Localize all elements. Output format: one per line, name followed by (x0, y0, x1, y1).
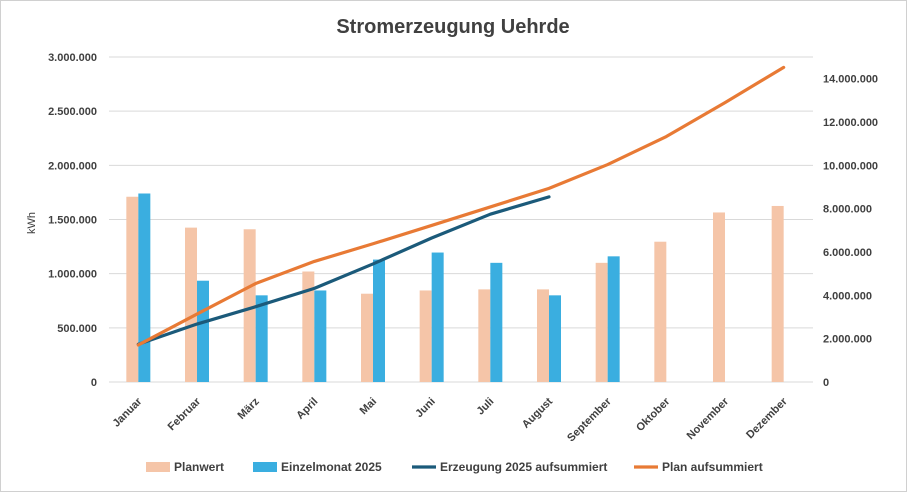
legend-swatch-einzelmonat-2025 (253, 462, 277, 472)
y-tick-label: 0 (91, 377, 97, 389)
bar-planwert (537, 289, 549, 382)
x-axis-ticks: Januar Februar März April Mai Juni Juli August S… (110, 395, 790, 444)
y-tick-label: 3.000.000 (48, 52, 97, 64)
bar-einzelmonat-2025 (138, 193, 151, 382)
bars (126, 193, 784, 382)
x-tick-label: Dezember (744, 395, 790, 441)
y2-tick-label: 12.000.000 (823, 117, 878, 129)
bar-einzelmonat-2025 (255, 295, 268, 382)
y-axis-label: kWh (26, 212, 38, 234)
x-tick-label: August (520, 395, 556, 431)
x-tick-label: November (685, 395, 732, 442)
bar-einzelmonat-2025 (373, 259, 385, 382)
bar-planwert (713, 212, 725, 382)
y-tick-label: 1.000.000 (48, 269, 97, 281)
bar-planwert (361, 293, 373, 382)
y2-tick-label: 0 (823, 377, 829, 389)
y-axis-ticks: 0 500.000 1.000.000 1.500.000 2.000.000 2.500… (48, 52, 97, 389)
bar-planwert (478, 289, 491, 382)
y2-tick-label: 14.000.000 (823, 74, 878, 86)
legend-label-planwert: Planwert (174, 460, 224, 474)
bar-planwert (185, 227, 197, 382)
bar-planwert (243, 229, 256, 382)
legend-label-erzeugung-2025-aufsummiert: Erzeugung 2025 aufsummiert (440, 460, 607, 474)
bar-planwert (419, 290, 432, 382)
bar-planwert (595, 262, 608, 382)
x-tick-label: Juni (413, 396, 437, 420)
bar-einzelmonat-2025 (607, 256, 620, 382)
line-erzeugung-2025-aufsummiert (136, 195, 551, 346)
y2-tick-label: 8.000.000 (823, 204, 872, 216)
gridlines (109, 56, 813, 383)
y2-axis-ticks: 0 2.000.000 4.000.000 6.000.000 8.000.000 10.… (823, 74, 878, 389)
bar-einzelmonat-2025 (490, 262, 503, 382)
bar-einzelmonat-2025 (314, 290, 327, 382)
y-tick-label: 500.000 (57, 323, 97, 335)
bar-planwert (771, 205, 784, 382)
y2-tick-label: 6.000.000 (823, 247, 872, 259)
y2-tick-label: 2.000.000 (823, 334, 872, 346)
series-lines (136, 65, 786, 347)
y2-tick-label: 4.000.000 (823, 290, 872, 302)
x-tick-label: Februar (166, 395, 204, 433)
bar-planwert (126, 196, 139, 382)
bar-einzelmonat-2025 (197, 280, 209, 382)
y-tick-label: 1.500.000 (48, 215, 97, 227)
x-tick-label: April (294, 396, 320, 422)
chart-title: Stromerzeugung Uehrde (336, 16, 569, 38)
x-tick-label: September (565, 395, 614, 444)
bar-einzelmonat-2025 (431, 252, 444, 382)
legend-swatch-planwert (146, 462, 170, 472)
bar-einzelmonat-2025 (549, 295, 561, 382)
legend-label-plan-aufsummiert: Plan aufsummiert (662, 460, 763, 474)
x-tick-label: Mai (358, 396, 379, 417)
bar-planwert (302, 271, 315, 382)
x-tick-label: Oktober (634, 395, 673, 434)
line-plan-aufsummiert (136, 65, 786, 347)
y-tick-label: 2.000.000 (48, 160, 97, 172)
x-tick-label: Juli (475, 396, 497, 418)
legend-label-einzelmonat-2025: Einzelmonat 2025 (281, 460, 382, 474)
x-tick-label: Januar (110, 395, 145, 430)
y-tick-label: 2.500.000 (48, 106, 97, 118)
bar-planwert (654, 241, 667, 382)
legend: Planwert Einzelmonat 2025 Erzeugung 2025 a… (146, 460, 763, 474)
y2-tick-label: 10.000.000 (823, 160, 878, 172)
x-tick-label: März (236, 395, 263, 422)
